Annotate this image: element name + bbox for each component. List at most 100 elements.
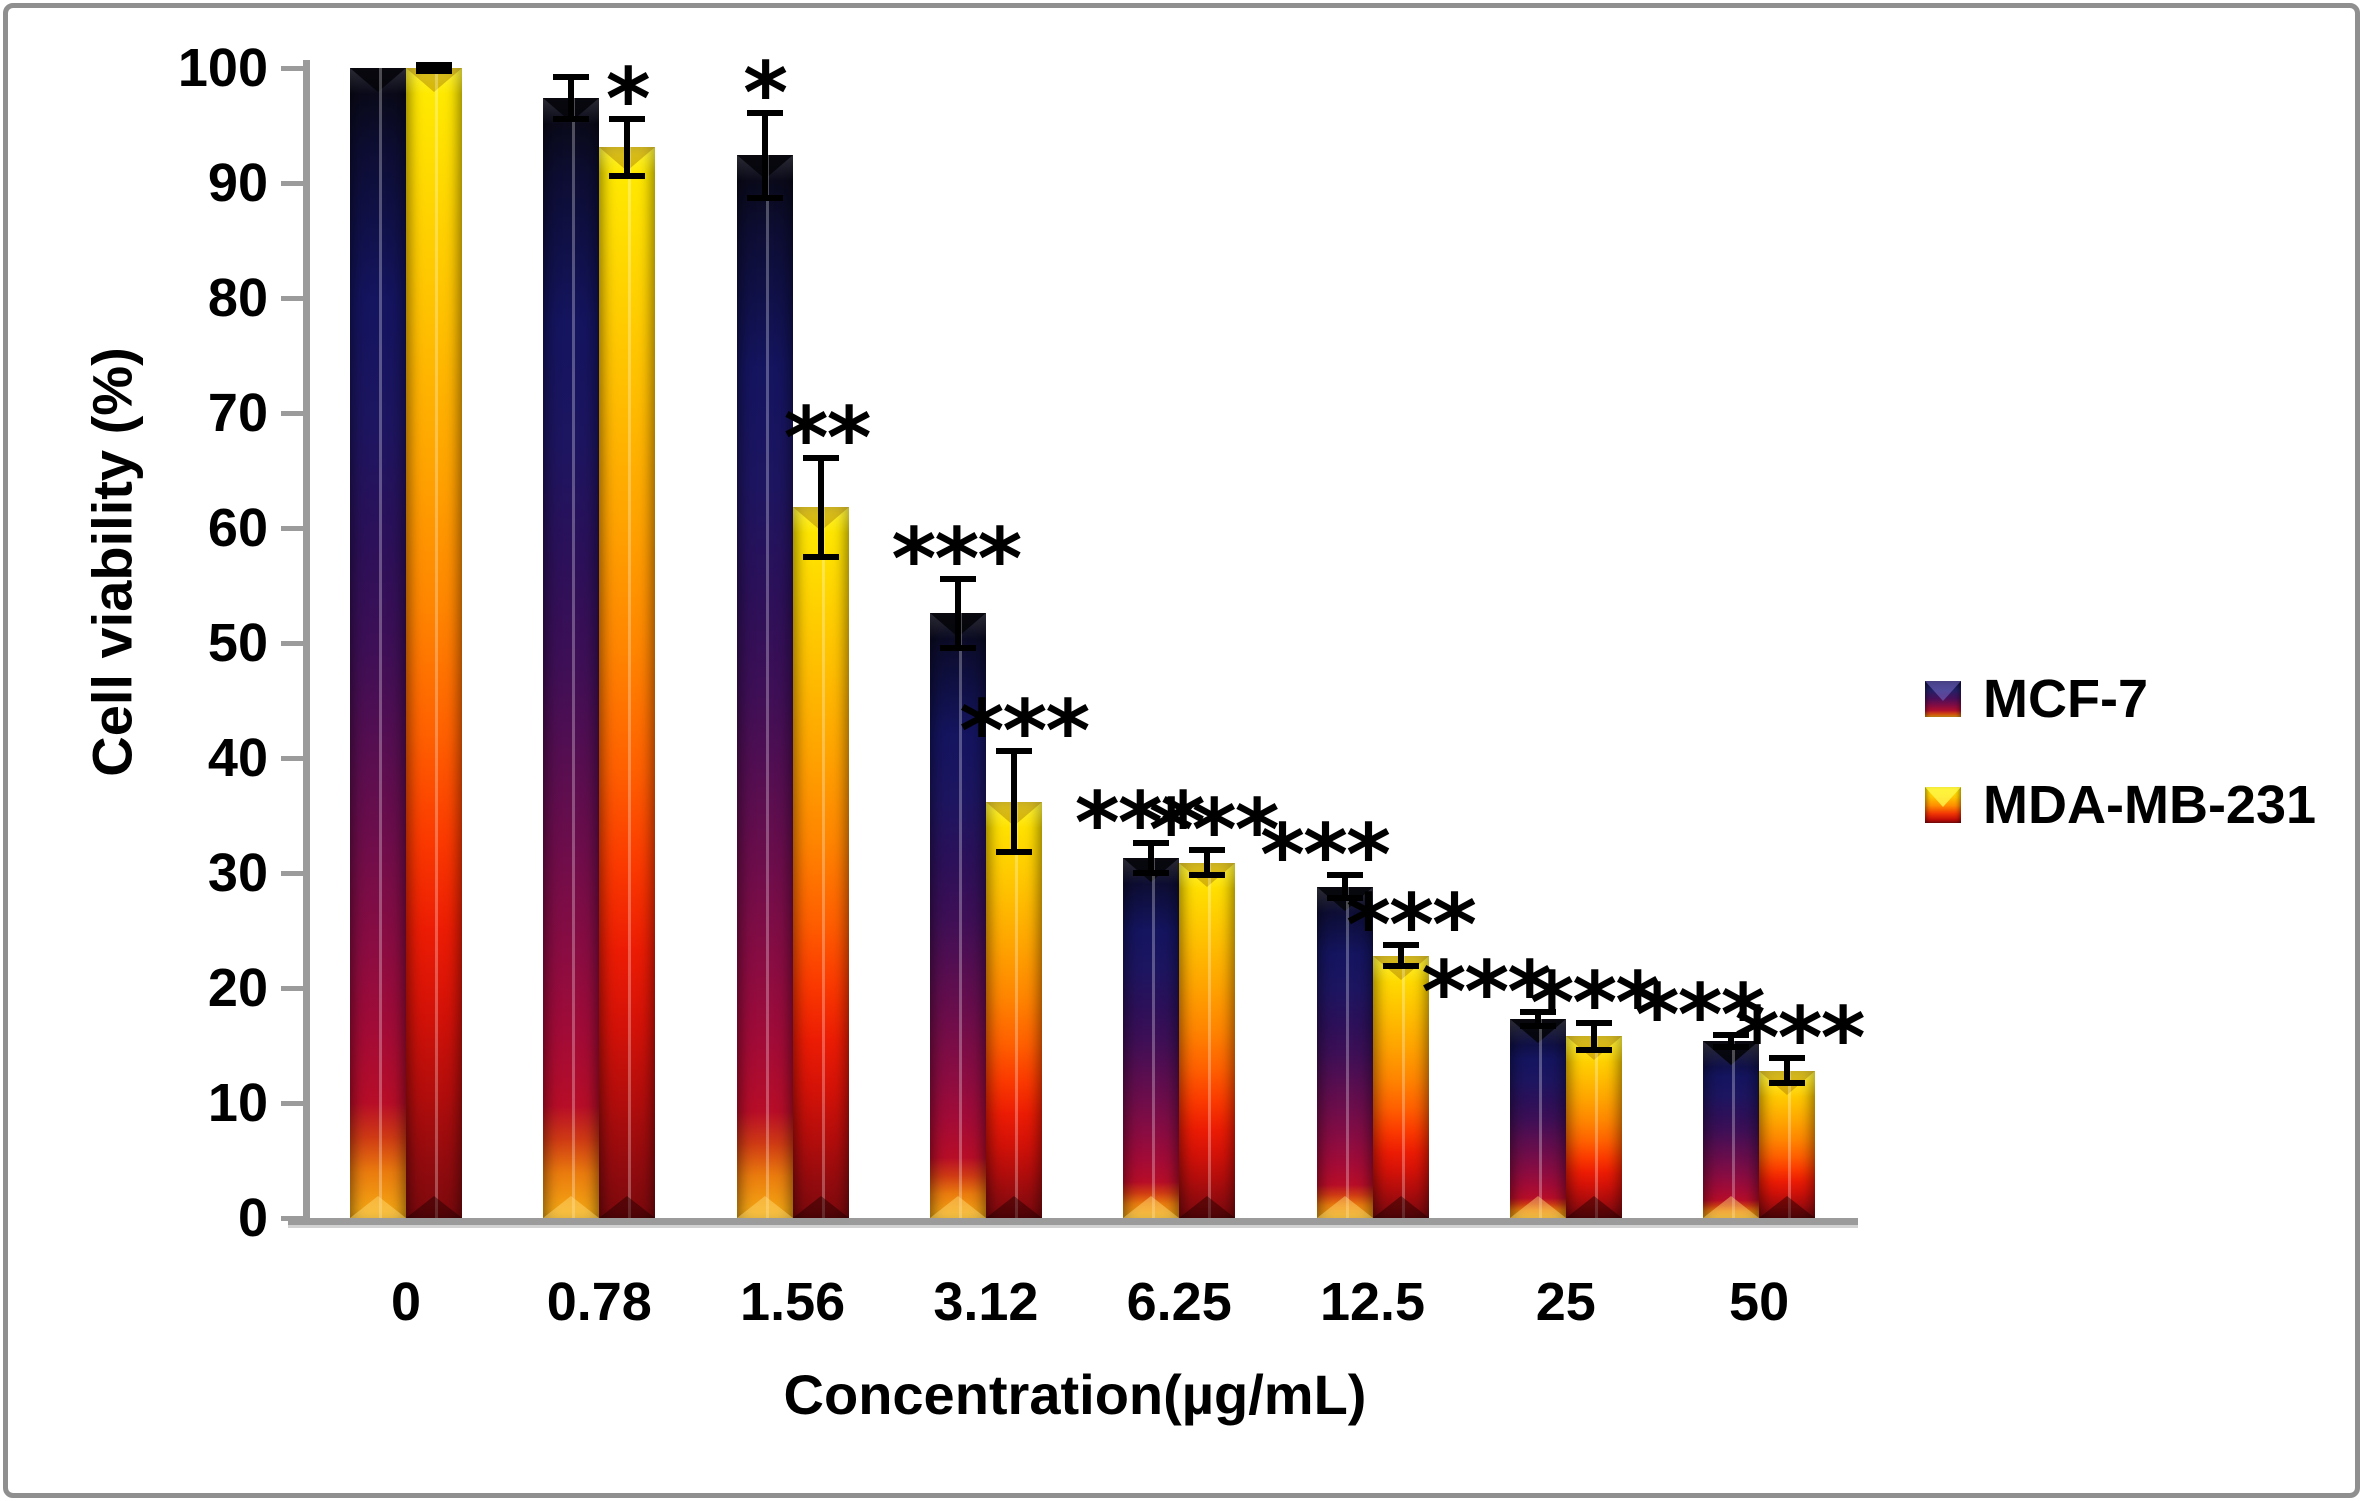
- y-tick-label-60: 60: [207, 498, 268, 558]
- error-bar-cap-bottom: [1189, 872, 1226, 879]
- bar-shine: [572, 97, 576, 1218]
- error-bar-cap-top: [939, 575, 976, 582]
- y-tick-0: [281, 1216, 303, 1221]
- x-axis: [288, 1218, 1858, 1225]
- bar-bot-tri: [929, 1195, 986, 1218]
- x-axis-shadow: [288, 1225, 1858, 1228]
- error-bar-cap-top: [1326, 872, 1363, 879]
- bar-bot-tri: [543, 1195, 600, 1218]
- error-bar-cap-bottom: [1769, 1080, 1806, 1087]
- bar-shine: [1401, 955, 1405, 1218]
- bar-mda-mb-231-25: [1565, 1036, 1622, 1218]
- bar-mda-mb-231-1.56: [792, 507, 849, 1218]
- significance-label: ***: [1734, 989, 1866, 1090]
- error-bar-cap-bottom: [1326, 895, 1363, 902]
- significance-label: *: [605, 49, 651, 150]
- bar-mcf-7-0: [350, 68, 406, 1218]
- bar-shine: [628, 147, 632, 1218]
- bar-bot-tri: [599, 1195, 656, 1218]
- significance-label: ***: [1529, 953, 1660, 1054]
- legend: MCF-7 MDA-MB-231: [1925, 672, 2316, 888]
- bar-mcf-7-1.56: [736, 155, 793, 1218]
- error-bar-cap-top: [1575, 1019, 1612, 1026]
- x-axis-title: Concentration(µg/mL): [783, 1363, 1367, 1426]
- significance-label: ***: [1421, 943, 1552, 1044]
- error-bar-cap-top: [995, 748, 1032, 755]
- y-tick-40: [281, 756, 303, 761]
- error-bar-cap-bottom: [416, 68, 452, 75]
- significance-label: ***: [1346, 876, 1477, 977]
- bar-shine: [765, 155, 769, 1218]
- error-bar-cap-bottom: [1713, 1043, 1750, 1050]
- error-bar-cap-top: [416, 61, 452, 68]
- y-tick-label-90: 90: [207, 153, 268, 213]
- bar-mda-mb-231-6.25: [1179, 862, 1236, 1218]
- bar-bot-tri: [1509, 1195, 1566, 1218]
- bar-bot-tri: [1565, 1195, 1622, 1218]
- bar-mda-mb-231-50: [1759, 1070, 1816, 1218]
- x-tick-label-25: 25: [1535, 1272, 1596, 1332]
- bar-mcf-7-6.25: [1123, 858, 1180, 1218]
- bar-mda-mb-231-0.78: [599, 147, 656, 1218]
- bar-mcf-7-50: [1703, 1040, 1760, 1218]
- significance-label: ***: [1260, 806, 1391, 907]
- error-bar-cap-bottom: [939, 644, 976, 651]
- significance-label: **: [783, 388, 872, 489]
- legend-item-mda-mb-231: MDA-MB-231: [1925, 778, 2316, 832]
- error-bar-cap-bottom: [995, 849, 1032, 856]
- bar-bot-tri: [736, 1195, 793, 1218]
- bar-shine: [959, 613, 962, 1218]
- y-tick-label-30: 30: [207, 843, 268, 903]
- bar-shine: [1208, 862, 1212, 1218]
- legend-item-mcf-7: MCF-7: [1925, 672, 2316, 726]
- y-tick-30: [281, 871, 303, 876]
- bar-bot-tri: [1759, 1195, 1816, 1218]
- error-bar-whisker: [761, 112, 768, 198]
- error-bar-cap-top: [746, 109, 783, 116]
- error-bar-cap-bottom: [802, 553, 839, 560]
- y-tick-label-20: 20: [207, 958, 268, 1018]
- legend-swatch-mcf-7-icon: [1925, 681, 1961, 717]
- error-bar-cap-top: [1769, 1055, 1806, 1062]
- bar-bot-tri: [1179, 1195, 1236, 1218]
- error-bar-whisker: [1148, 843, 1155, 873]
- error-bar-whisker: [1341, 875, 1348, 899]
- error-bar-whisker: [431, 64, 437, 72]
- error-bar-cap-bottom: [746, 194, 783, 201]
- bar-mcf-7-3.12: [929, 613, 986, 1218]
- bar-shine: [1538, 1019, 1542, 1218]
- error-bar-whisker: [1204, 850, 1211, 876]
- error-bar-cap-top: [609, 115, 646, 122]
- error-bar-cap-bottom: [1575, 1047, 1612, 1054]
- bar-mda-mb-231-3.12: [985, 801, 1042, 1218]
- error-bar-cap-top: [1382, 942, 1419, 949]
- significance-label: ***: [1074, 774, 1206, 875]
- error-bar-cap-top: [1133, 840, 1170, 847]
- bar-shine: [1152, 858, 1156, 1218]
- error-bar-whisker: [1010, 751, 1017, 853]
- bar-shine: [435, 68, 439, 1218]
- error-bar-cap-bottom: [1382, 963, 1419, 970]
- y-tick-70: [281, 411, 303, 416]
- significance-label: ***: [959, 682, 1090, 783]
- legend-label-mcf-7: MCF-7: [1983, 669, 2148, 729]
- x-tick-label-0.78: 0.78: [546, 1272, 652, 1332]
- significance-label: *: [743, 43, 788, 144]
- x-tick-label-1.56: 1.56: [740, 1272, 846, 1332]
- y-tick-label-50: 50: [207, 613, 268, 673]
- y-tick-label-80: 80: [207, 268, 268, 328]
- y-tick-label-0: 0: [237, 1188, 268, 1248]
- error-bar-cap-bottom: [553, 115, 590, 122]
- error-bar-cap-top: [553, 74, 590, 81]
- error-bar-whisker: [1397, 945, 1404, 967]
- y-tick-label-70: 70: [207, 383, 268, 443]
- bar-shine: [1788, 1070, 1792, 1218]
- y-tick-100: [281, 66, 303, 71]
- legend-label-mda-mb-231: MDA-MB-231: [1983, 775, 2317, 835]
- bar-bot-tri: [792, 1195, 849, 1218]
- error-bar-whisker: [1534, 1012, 1541, 1026]
- error-bar-cap-bottom: [1133, 870, 1170, 876]
- bar-shine: [1594, 1036, 1598, 1218]
- bar-bot-tri: [1703, 1195, 1760, 1218]
